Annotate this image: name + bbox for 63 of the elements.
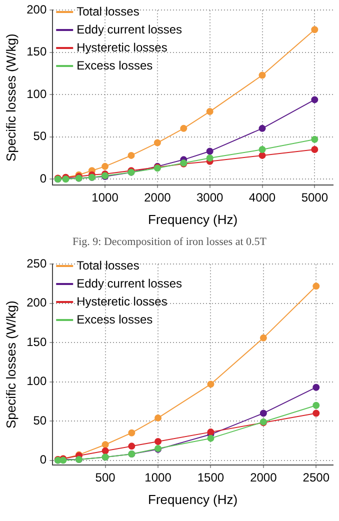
y-tick-label: 200 bbox=[26, 2, 47, 17]
x-tick-label: 1000 bbox=[144, 470, 172, 485]
x-tick-label: 3000 bbox=[196, 190, 224, 205]
y-tick-label: 150 bbox=[26, 44, 47, 59]
point bbox=[154, 414, 162, 422]
point bbox=[206, 148, 214, 155]
y-axis-title: Specific losses (W/kg) bbox=[3, 34, 18, 162]
point bbox=[207, 434, 214, 442]
y-tick-label: 50 bbox=[33, 129, 47, 144]
y-tick-label: 150 bbox=[26, 334, 47, 349]
x-tick-label: 5000 bbox=[301, 190, 328, 205]
point bbox=[260, 334, 267, 342]
y-tick-label: 250 bbox=[26, 256, 47, 271]
point bbox=[258, 72, 266, 79]
point bbox=[154, 139, 161, 146]
caption: Fig. 9: Decomposition of iron losses at 0.5T bbox=[71, 236, 268, 248]
legend-label: Total losses bbox=[76, 4, 140, 18]
x-axis-title: Frequency (Hz) bbox=[148, 212, 238, 227]
legend-label: Hysteretic losses bbox=[76, 294, 168, 308]
point bbox=[311, 26, 318, 34]
point bbox=[207, 380, 214, 388]
point bbox=[102, 441, 109, 448]
point bbox=[258, 146, 266, 154]
y-tick-label: 0 bbox=[40, 171, 47, 186]
point bbox=[312, 410, 320, 417]
point bbox=[311, 136, 318, 143]
y-tick-label: 100 bbox=[26, 374, 47, 388]
point bbox=[102, 447, 109, 454]
x-tick-label: 2500 bbox=[302, 470, 330, 485]
y-tick-label: 50 bbox=[33, 413, 47, 428]
point bbox=[102, 162, 109, 170]
point bbox=[206, 108, 214, 116]
point bbox=[260, 410, 267, 417]
point bbox=[128, 442, 136, 450]
point bbox=[128, 152, 135, 159]
x-axis-title: Frequency (Hz) bbox=[148, 492, 238, 507]
legend-label: Excess losses bbox=[76, 58, 153, 72]
x-tick-label: 4000 bbox=[248, 190, 276, 205]
point bbox=[312, 384, 320, 391]
point bbox=[154, 438, 162, 445]
point bbox=[258, 124, 266, 132]
point bbox=[312, 402, 320, 409]
x-tick-label: 2000 bbox=[144, 190, 172, 205]
point bbox=[311, 146, 318, 154]
legend-label: Hysteretic losses bbox=[76, 40, 168, 54]
point bbox=[311, 96, 318, 104]
y-tick-label: 0 bbox=[40, 452, 47, 467]
point bbox=[180, 124, 188, 132]
legend-label: Total losses bbox=[76, 258, 140, 272]
legend-label: Eddy current losses bbox=[76, 276, 182, 290]
y-tick-label: 100 bbox=[26, 86, 47, 101]
point bbox=[312, 282, 320, 290]
y-tick-label: 200 bbox=[26, 296, 47, 310]
point bbox=[206, 154, 214, 162]
x-tick-label: 1500 bbox=[197, 470, 224, 485]
point bbox=[128, 429, 136, 436]
legend-label: Eddy current losses bbox=[76, 22, 182, 36]
y-axis-title: Specific losses (W/kg) bbox=[3, 300, 18, 429]
x-tick-label: 2000 bbox=[250, 470, 278, 485]
x-tick-label: 500 bbox=[95, 470, 116, 485]
legend-label: Excess losses bbox=[76, 312, 153, 326]
point bbox=[258, 152, 266, 159]
x-tick-label: 1000 bbox=[92, 190, 119, 205]
